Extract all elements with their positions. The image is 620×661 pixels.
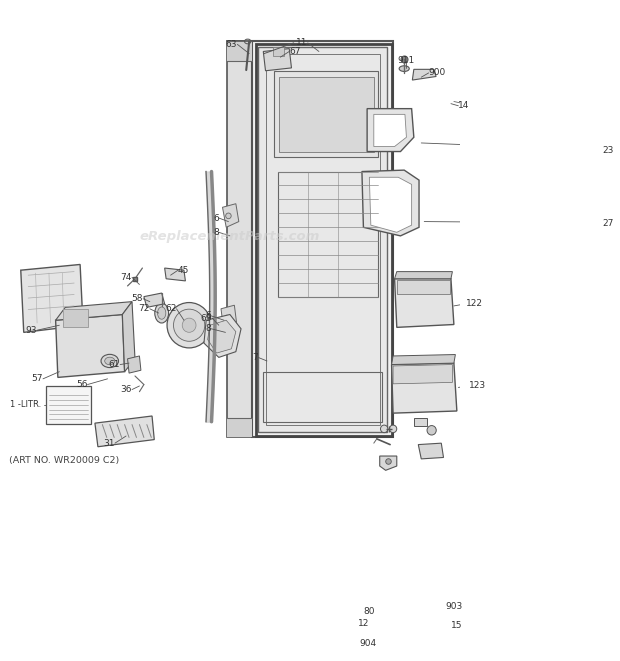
Text: 45: 45 — [178, 266, 189, 275]
Text: 8: 8 — [213, 228, 219, 237]
Polygon shape — [56, 301, 132, 320]
Ellipse shape — [244, 39, 251, 44]
Text: 61: 61 — [108, 360, 120, 369]
Text: 58: 58 — [131, 294, 143, 303]
Bar — [275, 71, 378, 157]
Circle shape — [381, 425, 388, 433]
Bar — [414, 418, 427, 426]
Text: 74: 74 — [121, 273, 132, 282]
Bar — [46, 386, 91, 424]
Text: (ART NO. WR20009 C2): (ART NO. WR20009 C2) — [9, 456, 120, 465]
Bar — [63, 309, 88, 327]
Text: 31: 31 — [104, 439, 115, 447]
Circle shape — [182, 318, 196, 332]
Text: 69: 69 — [201, 313, 212, 323]
Polygon shape — [397, 280, 450, 295]
Polygon shape — [370, 177, 412, 232]
Polygon shape — [208, 320, 236, 353]
Polygon shape — [379, 456, 397, 471]
Polygon shape — [56, 315, 125, 377]
Bar — [265, 54, 379, 424]
Polygon shape — [227, 42, 252, 438]
Polygon shape — [367, 108, 414, 151]
Circle shape — [226, 213, 231, 219]
Text: 80: 80 — [363, 607, 374, 615]
Polygon shape — [374, 114, 407, 147]
Ellipse shape — [157, 307, 166, 319]
Text: 23: 23 — [602, 145, 614, 155]
Text: 14: 14 — [458, 101, 470, 110]
Text: 93: 93 — [25, 326, 37, 334]
Ellipse shape — [101, 354, 118, 368]
Text: 63: 63 — [226, 40, 237, 49]
Bar — [273, 47, 284, 56]
Polygon shape — [144, 293, 165, 307]
Polygon shape — [128, 356, 141, 373]
Text: 11: 11 — [296, 38, 308, 48]
Text: 904: 904 — [360, 639, 377, 648]
Polygon shape — [418, 443, 443, 459]
Text: 122: 122 — [466, 299, 483, 308]
Text: 903: 903 — [445, 602, 463, 611]
Polygon shape — [223, 204, 239, 227]
Text: 56: 56 — [76, 380, 87, 389]
Text: 67: 67 — [290, 47, 301, 56]
Polygon shape — [394, 272, 453, 279]
Text: 911: 911 — [398, 56, 415, 65]
Text: 6: 6 — [213, 214, 219, 223]
Polygon shape — [392, 354, 455, 364]
Bar — [264, 371, 382, 422]
Polygon shape — [165, 268, 185, 281]
Bar — [258, 47, 387, 432]
Bar — [252, 42, 393, 438]
Circle shape — [174, 309, 205, 341]
Polygon shape — [95, 416, 154, 447]
Polygon shape — [394, 279, 454, 327]
Text: 12: 12 — [358, 619, 370, 628]
Polygon shape — [362, 170, 419, 236]
Polygon shape — [412, 69, 436, 80]
Text: 8: 8 — [206, 325, 211, 333]
Polygon shape — [204, 315, 241, 358]
Polygon shape — [20, 264, 83, 332]
Ellipse shape — [155, 303, 169, 323]
Ellipse shape — [399, 66, 409, 71]
Text: 6: 6 — [206, 311, 211, 321]
Polygon shape — [227, 42, 252, 61]
Polygon shape — [122, 301, 135, 371]
Circle shape — [427, 426, 436, 435]
Ellipse shape — [105, 357, 115, 365]
Text: 900: 900 — [428, 68, 446, 77]
Text: 15: 15 — [451, 621, 463, 630]
Bar — [278, 172, 378, 297]
Text: 1 -LITR.: 1 -LITR. — [10, 401, 42, 409]
Polygon shape — [227, 418, 252, 438]
Text: 36: 36 — [120, 385, 132, 394]
Text: 57: 57 — [32, 374, 43, 383]
Text: 27: 27 — [602, 219, 614, 227]
Circle shape — [224, 315, 229, 321]
Polygon shape — [264, 49, 291, 71]
Text: 123: 123 — [469, 381, 486, 391]
Circle shape — [389, 425, 397, 433]
Bar — [256, 44, 392, 436]
Circle shape — [167, 303, 211, 348]
Text: 7: 7 — [252, 353, 258, 362]
Text: eReplacementParts.com: eReplacementParts.com — [140, 230, 320, 243]
Polygon shape — [221, 305, 237, 332]
Text: 72: 72 — [138, 304, 150, 313]
Polygon shape — [393, 364, 453, 384]
Polygon shape — [392, 363, 457, 413]
Text: 62: 62 — [165, 304, 177, 313]
Bar — [279, 77, 374, 151]
